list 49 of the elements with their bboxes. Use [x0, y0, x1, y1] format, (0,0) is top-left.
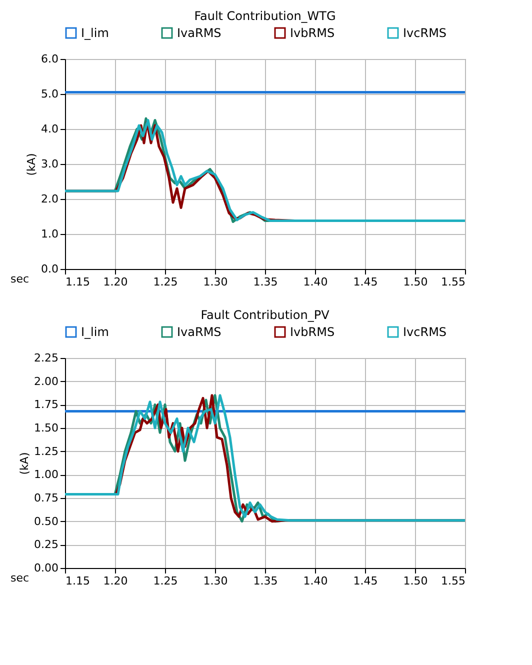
- y-tick-label: 0.25: [34, 538, 58, 552]
- legend-label: IvcRMS: [403, 325, 447, 339]
- x-tick-label: 1.55: [441, 276, 466, 288]
- y-tick-label: 1.25: [34, 444, 58, 458]
- x-tick-label: 1.50: [403, 276, 428, 288]
- chart-title: Fault Contribution_PV: [200, 308, 330, 322]
- y-tick-label: 2.0: [41, 192, 58, 206]
- x-tick-label: 1.45: [353, 276, 378, 288]
- chart-title: Fault Contribution_WTG: [194, 9, 336, 23]
- x-tick-label: 1.25: [153, 574, 178, 588]
- x-tick-label: 1.50: [403, 574, 428, 588]
- x-tick-label: 1.55: [441, 574, 466, 588]
- x-tick-label: 1.30: [203, 276, 228, 288]
- y-axis-title: (kA): [18, 452, 32, 475]
- legend-label: IvbRMS: [290, 325, 335, 339]
- legend-label: I_lim: [81, 325, 109, 339]
- legend-label: IvaRMS: [177, 26, 222, 40]
- x-axis-title: sec: [10, 572, 30, 584]
- y-tick-label: 3.0: [41, 158, 58, 170]
- x-tick-label: 1.40: [303, 574, 328, 588]
- x-tick-label: 1.20: [103, 574, 128, 588]
- x-axis-title: sec: [10, 272, 30, 286]
- x-tick-label: 1.20: [103, 276, 128, 288]
- y-tick-label: 1.0: [41, 228, 58, 240]
- y-tick-label: 0.75: [34, 492, 58, 504]
- y-tick-label: 1.00: [34, 468, 58, 482]
- legend-label: IvaRMS: [177, 325, 222, 339]
- y-tick-label: 4.0: [41, 122, 58, 136]
- legend-label: IvbRMS: [290, 26, 335, 40]
- x-tick-label: 1.15: [66, 276, 90, 288]
- legend-label: IvcRMS: [403, 26, 447, 40]
- y-tick-label: 6.0: [41, 52, 58, 66]
- x-tick-label: 1.35: [253, 574, 278, 588]
- y-axis-title: (kA): [25, 153, 38, 176]
- x-tick-label: 1.35: [253, 276, 278, 288]
- y-tick-label: 1.50: [34, 422, 58, 434]
- x-tick-label: 1.40: [303, 276, 328, 288]
- y-tick-label: 2.25: [34, 352, 58, 364]
- y-tick-label: 2.00: [34, 374, 58, 388]
- x-tick-label: 1.15: [66, 574, 90, 588]
- y-tick-label: 0.50: [34, 514, 58, 528]
- legend-label: I_lim: [81, 26, 109, 40]
- x-tick-label: 1.25: [153, 276, 178, 288]
- y-tick-label: 0.00: [34, 562, 58, 574]
- y-tick-label: 0.0: [41, 262, 58, 276]
- y-tick-label: 5.0: [41, 88, 58, 100]
- x-tick-label: 1.45: [353, 574, 378, 588]
- x-tick-label: 1.30: [203, 574, 228, 588]
- y-tick-label: 1.75: [34, 398, 58, 412]
